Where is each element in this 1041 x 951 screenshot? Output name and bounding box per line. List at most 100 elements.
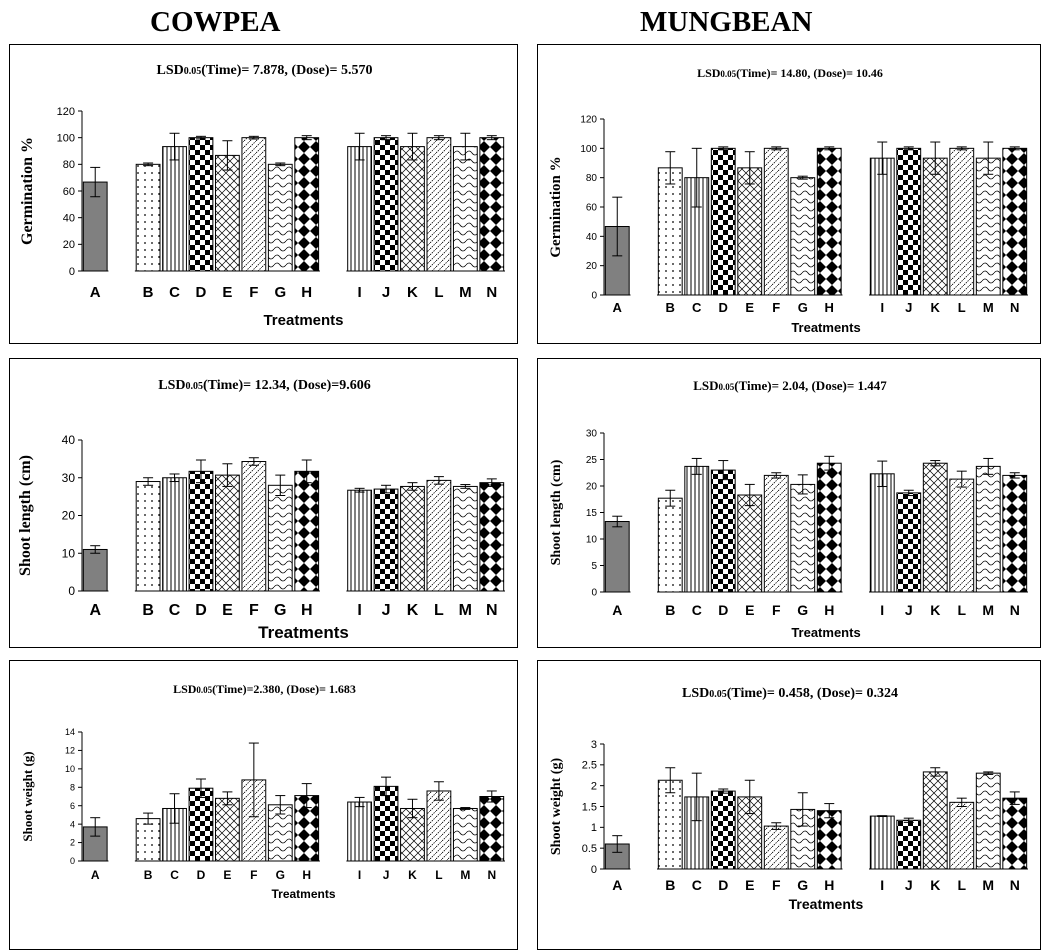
bar-L bbox=[949, 801, 975, 870]
bar-B bbox=[135, 481, 161, 592]
category-label-H: H bbox=[824, 602, 834, 618]
x-axis-label: Treatments bbox=[271, 887, 335, 901]
bar-M bbox=[975, 465, 1001, 593]
y-tick-label: 0 bbox=[69, 266, 75, 278]
bar-B bbox=[657, 497, 683, 593]
category-label-M: M bbox=[460, 868, 470, 882]
x-axis-label: Treatments bbox=[263, 312, 343, 329]
y-tick-label: 40 bbox=[586, 232, 598, 243]
bar-D bbox=[188, 470, 214, 592]
category-label-M: M bbox=[459, 284, 472, 301]
y-axis-label: Shoot length (cm) bbox=[549, 459, 564, 565]
category-label-M: M bbox=[982, 602, 994, 618]
category-label-J: J bbox=[383, 868, 390, 882]
chart-title-main: LSD bbox=[157, 63, 184, 78]
category-label-A: A bbox=[91, 868, 100, 882]
bar-C bbox=[162, 477, 187, 592]
y-axis-label: Germination % bbox=[19, 137, 36, 245]
category-label-B: B bbox=[142, 602, 154, 619]
y-tick-label: 80 bbox=[63, 159, 75, 171]
bar-I bbox=[869, 473, 895, 593]
bar-E bbox=[215, 154, 240, 272]
chart-title-main: LSD bbox=[173, 682, 197, 696]
bar-F bbox=[241, 137, 267, 272]
bar-L bbox=[426, 790, 452, 862]
y-tick-label: 40 bbox=[62, 433, 76, 447]
chart-svg-cowpea-germination: LSD0.05(Time)= 7.878, (Dose)= 5.570 0 20 40… bbox=[19, 63, 505, 329]
chart-title: LSD0.05(Time)= 14.80, (Dose)= 10.46 bbox=[697, 66, 883, 80]
bar-G bbox=[790, 177, 816, 296]
bar-G bbox=[267, 163, 293, 272]
category-label-J: J bbox=[382, 284, 390, 301]
bar-B bbox=[657, 167, 683, 296]
chart-svg-cowpea-shoot-length: LSD0.05(Time)= 12.34, (Dose)=9.606 0 10 20 3… bbox=[17, 378, 505, 642]
bar-E bbox=[215, 474, 240, 592]
chart-svg-mungbean-shoot-weight: LSD0.05(Time)= 0.458, (Dose)= 0.324 0 0.5 1… bbox=[549, 686, 1028, 912]
y-tick-label: 3 bbox=[591, 739, 597, 751]
category-label-H: H bbox=[825, 300, 834, 315]
bar-F bbox=[241, 461, 267, 592]
chart-svg-cowpea-shoot-weight: LSD0.05(Time)=2.380, (Dose)= 1.683 0 2 4 6 8 1… bbox=[20, 682, 505, 901]
bar-H bbox=[816, 147, 842, 296]
category-label-D: D bbox=[718, 877, 728, 893]
chart-panel-cowpea-shoot-weight: LSD0.05(Time)=2.380, (Dose)= 1.683 0 2 4 6 8 1… bbox=[9, 660, 518, 950]
bar-L bbox=[949, 147, 975, 296]
y-tick-label: 1 bbox=[591, 822, 597, 834]
category-label-D: D bbox=[719, 300, 728, 315]
chart-panel-cowpea-shoot-length: LSD0.05(Time)= 12.34, (Dose)=9.606 0 10 20 3… bbox=[9, 358, 518, 648]
bar-N bbox=[479, 137, 505, 272]
bar-N bbox=[1002, 797, 1028, 870]
y-axis-label: Shoot weight (g) bbox=[549, 758, 564, 856]
chart-title-sub: 0.05 bbox=[186, 381, 204, 392]
bar-J bbox=[373, 785, 399, 862]
x-axis-label: Treatments bbox=[258, 623, 349, 642]
category-label-B: B bbox=[144, 868, 153, 882]
chart-title-main: LSD bbox=[697, 66, 721, 80]
category-label-A: A bbox=[90, 284, 101, 301]
y-tick-label: 4 bbox=[70, 819, 75, 829]
y-tick-label: 5 bbox=[591, 561, 597, 572]
chart-title-sub: 0.05 bbox=[720, 69, 736, 79]
bar-J bbox=[373, 137, 399, 272]
chart-title-sub: 0.05 bbox=[184, 66, 202, 77]
y-tick-label: 6 bbox=[70, 801, 75, 811]
category-label-F: F bbox=[772, 877, 781, 893]
y-tick-label: 100 bbox=[57, 133, 75, 145]
category-label-E: E bbox=[745, 602, 754, 618]
x-axis-label: Treatments bbox=[791, 625, 860, 640]
x-axis-label: Treatments bbox=[789, 896, 864, 912]
category-label-M: M bbox=[983, 300, 994, 315]
category-label-L: L bbox=[957, 877, 966, 893]
y-tick-label: 25 bbox=[586, 455, 598, 466]
y-tick-label: 0 bbox=[68, 584, 75, 598]
category-label-E: E bbox=[223, 868, 231, 882]
y-tick-label: 0 bbox=[70, 856, 75, 866]
chart-title-main: LSD bbox=[682, 686, 709, 701]
category-label-K: K bbox=[930, 602, 940, 618]
category-label-N: N bbox=[1010, 602, 1020, 618]
y-axis-label: Shoot weight (g) bbox=[20, 751, 35, 841]
y-tick-label: 60 bbox=[63, 186, 75, 198]
bar-F bbox=[763, 147, 789, 296]
bar-F bbox=[763, 825, 789, 870]
category-label-K: K bbox=[407, 284, 418, 301]
category-label-E: E bbox=[745, 877, 754, 893]
bar-J bbox=[896, 492, 922, 593]
category-label-C: C bbox=[169, 284, 180, 301]
category-label-A: A bbox=[612, 602, 622, 618]
category-label-C: C bbox=[170, 868, 179, 882]
bar-J bbox=[896, 147, 922, 296]
category-label-B: B bbox=[666, 300, 675, 315]
x-axis-label: Treatments bbox=[791, 320, 860, 335]
bar-H bbox=[294, 137, 320, 272]
bar-H bbox=[816, 462, 842, 593]
title-cowpea: COWPEA bbox=[150, 6, 281, 38]
chart-panel-mungbean-shoot-weight: LSD0.05(Time)= 0.458, (Dose)= 0.324 0 0.5 1… bbox=[537, 660, 1041, 950]
y-tick-label: 120 bbox=[57, 106, 75, 118]
category-label-D: D bbox=[196, 284, 207, 301]
chart-title: LSD0.05(Time)= 2.04, (Dose)= 1.447 bbox=[693, 378, 887, 393]
y-tick-label: 20 bbox=[62, 509, 76, 523]
y-tick-label: 14 bbox=[65, 727, 75, 737]
bar-N bbox=[1002, 474, 1028, 593]
y-tick-label: 0 bbox=[591, 864, 597, 876]
